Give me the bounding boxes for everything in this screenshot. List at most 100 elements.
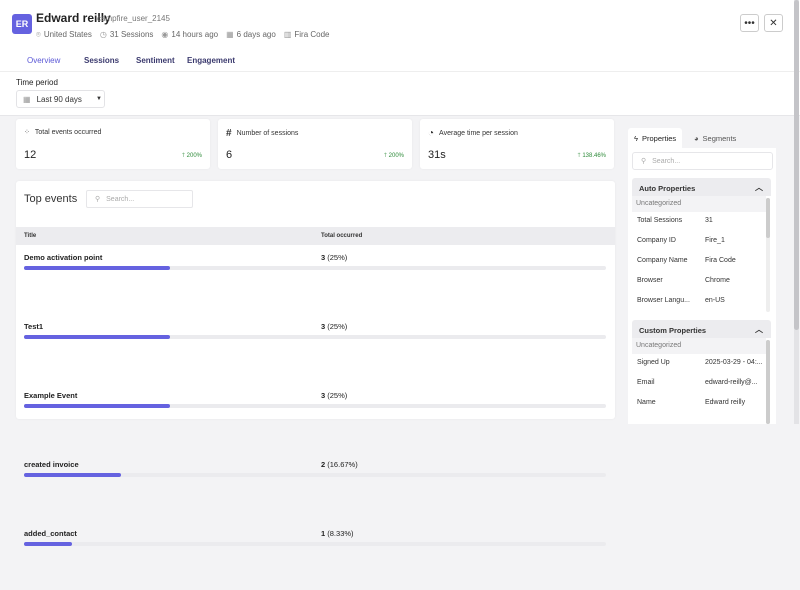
group-label: Uncategorized xyxy=(632,196,766,212)
tab-segments[interactable]: ◕ Segments xyxy=(694,133,737,143)
username: campfire_user_2145 xyxy=(97,14,170,23)
property-value: Chrome xyxy=(705,277,730,284)
delta-badge: 🡑 200% xyxy=(383,153,404,159)
property-row: Email edward-reilly@... xyxy=(632,374,766,394)
property-key: Total Sessions xyxy=(637,217,683,224)
property-row: Browser Langu... en-US xyxy=(632,292,766,312)
search-icon: ⚲ xyxy=(641,158,647,165)
scrollbar-track[interactable] xyxy=(766,198,770,312)
stat-sessions: # Number of sessions 6 🡑 200% xyxy=(218,119,412,169)
progress-fill xyxy=(24,542,73,546)
chevron-up-icon: ︿ xyxy=(755,183,763,192)
progress-track xyxy=(24,404,606,408)
property-row: Name Edward reilly xyxy=(632,394,766,414)
delta-badge: 🡑 138.46% xyxy=(577,153,606,159)
property-key: Company Name xyxy=(637,257,688,264)
progress-fill xyxy=(24,266,170,270)
user-name: Edward reilly xyxy=(36,11,111,25)
auto-properties-header[interactable]: Auto Properties ︿ xyxy=(632,178,771,196)
page-scrollbar-thumb[interactable] xyxy=(794,0,799,330)
progress-track xyxy=(24,473,606,477)
table-row[interactable]: created invoice 2 (16.67%) xyxy=(16,452,615,521)
property-key: Name xyxy=(637,399,656,406)
more-button[interactable]: ••• xyxy=(740,14,759,32)
stopwatch-icon: ◔ xyxy=(428,128,435,139)
top-events-card: Top events ⚲ Search... Title Total occurr… xyxy=(16,181,615,546)
table-row[interactable]: Test1 3 (25%) xyxy=(16,314,615,383)
property-value: Fire_1 xyxy=(705,237,725,244)
property-key: Signed Up xyxy=(637,359,670,366)
close-button[interactable]: ✕ xyxy=(764,14,783,32)
chevron-down-icon: ▼ xyxy=(95,96,102,102)
properties-search-input[interactable]: ⚲ Search... xyxy=(632,152,773,170)
meta-location: ⌾ United States xyxy=(36,30,92,39)
property-key: Browser xyxy=(637,277,663,284)
right-panel-tabs: ϟ Properties ◕ Segments xyxy=(628,128,776,148)
events-search-input[interactable]: ⚲ Search... xyxy=(86,190,193,208)
property-key: Company ID xyxy=(637,237,676,244)
user-meta: ⌾ United States ◷ 31 Sessions ◉ 14 hours ag… xyxy=(36,30,330,40)
progress-track xyxy=(24,542,606,546)
scrollbar-track[interactable] xyxy=(766,340,770,424)
event-name: Test1 xyxy=(24,322,44,331)
calendar-icon: ▦ xyxy=(23,94,31,104)
tab-sessions[interactable]: Sessions xyxy=(84,56,120,65)
event-name: added_contact xyxy=(24,529,77,538)
eye-icon: ◉ xyxy=(161,30,169,39)
event-name: Example Event xyxy=(24,391,78,400)
tab-properties[interactable]: ϟ Properties xyxy=(628,128,683,148)
table-row[interactable]: added_contact 1 (8.33%) xyxy=(16,521,615,590)
table-header: Title Total occurred xyxy=(16,227,615,245)
hash-icon: # xyxy=(226,128,232,139)
meta-company: ▥ Fira Code xyxy=(283,30,330,39)
property-key: Email xyxy=(637,379,655,386)
progress-fill xyxy=(24,335,170,339)
search-icon: ⚲ xyxy=(95,196,101,203)
property-row: Signed Up 2025-03-29 - 04:... xyxy=(632,354,766,374)
property-row: Browser Chrome xyxy=(632,272,766,292)
properties-panel: ⚲ Search... Auto Properties ︿ Uncategorize… xyxy=(628,148,776,424)
custom-properties-header[interactable]: Custom Properties ︿ xyxy=(632,320,771,338)
tab-sentiment[interactable]: Sentiment xyxy=(136,56,175,65)
property-row: Company Name Fira Code xyxy=(632,252,766,272)
profile-header: ER Edward reilly campfire_user_2145 ⌾ Uni… xyxy=(0,0,800,116)
property-value: Fira Code xyxy=(705,257,736,264)
location-icon: ⌾ xyxy=(36,30,41,39)
event-count: 3 (25%) xyxy=(321,253,348,262)
page-scrollbar[interactable] xyxy=(794,0,799,424)
stat-avg-time: ◔ Average time per session 31s 🡑 138.46% xyxy=(420,119,614,169)
pie-chart-icon: ◕ xyxy=(694,133,699,143)
property-row: Company ID Fire_1 xyxy=(632,232,766,252)
meta-created: ▦ 6 days ago xyxy=(226,30,276,39)
tab-bar: Overview Sessions Sentiment Engagement xyxy=(0,55,800,72)
time-period-select[interactable]: ▦ Last 90 days ▼ xyxy=(16,90,105,108)
time-period-label: Time period xyxy=(16,78,58,87)
chevron-up-icon: ︿ xyxy=(755,325,763,334)
table-row[interactable]: Example Event 3 (25%) xyxy=(16,383,615,452)
scrollbar-thumb[interactable] xyxy=(766,198,770,238)
event-name: created invoice xyxy=(24,460,79,469)
table-row[interactable]: Demo activation point 3 (25%) xyxy=(16,245,615,314)
progress-fill xyxy=(24,404,170,408)
property-row: Total Sessions 31 xyxy=(632,212,766,232)
progress-track xyxy=(24,335,606,339)
building-icon: ▥ xyxy=(283,30,292,39)
scrollbar-thumb[interactable] xyxy=(766,340,770,424)
delta-badge: 🡑 200% xyxy=(181,153,202,159)
group-label: Uncategorized xyxy=(632,338,766,354)
stat-total-events: ⁘ Total events occurred 12 🡑 200% xyxy=(16,119,210,169)
meta-sessions: ◷ 31 Sessions xyxy=(99,30,154,39)
progress-fill xyxy=(24,473,122,477)
property-key: Browser Langu... xyxy=(637,297,690,304)
tab-overview[interactable]: Overview xyxy=(27,56,61,65)
tab-engagement[interactable]: Engagement xyxy=(187,56,236,65)
event-count: 2 (16.67%) xyxy=(321,460,358,469)
event-count: 1 (8.33%) xyxy=(321,529,354,538)
property-value: 31 xyxy=(705,217,713,224)
property-value: edward-reilly@... xyxy=(705,379,758,386)
calendar-icon: ▦ xyxy=(226,30,234,39)
cursor-click-icon: ⁘ xyxy=(24,129,30,136)
event-name: Demo activation point xyxy=(24,253,103,262)
avatar: ER xyxy=(12,14,32,34)
property-value: 2025-03-29 - 04:... xyxy=(705,359,763,366)
